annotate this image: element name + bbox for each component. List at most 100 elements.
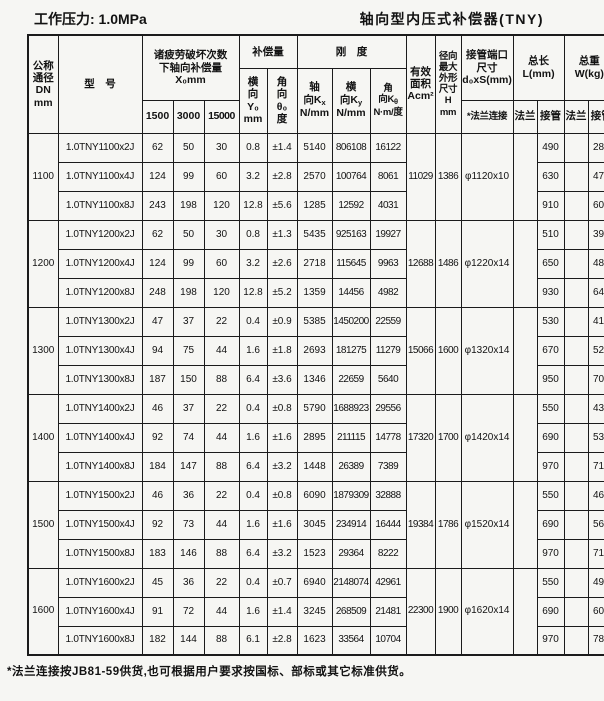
cell-kx: 2718 (296, 248, 333, 279)
cell-x1500: 62 (141, 219, 174, 250)
page-title: 轴向型内压式补偿器(TNY) (359, 11, 544, 27)
cell-ky: 14456 (331, 277, 371, 308)
cell-theta: ±2.8 (266, 625, 298, 656)
cell-x15000: 120 (203, 190, 240, 221)
cell-ktheta: 10704 (369, 625, 407, 656)
length-pipe-cell: 690 (536, 509, 565, 540)
table-row: 1.0TNY1200x4J 124 99 60 3.2 ±2.6 2718 11… (28, 248, 604, 279)
cell-x1500: 47 (141, 306, 174, 337)
table-row: 1.0TNY1200x8J 248 198 120 12.8 ±5.2 1359… (28, 277, 604, 308)
col-header-ktheta: 角 向Kθ N·m/度 (369, 67, 407, 134)
cell-x15000: 60 (203, 248, 240, 279)
cell-ktheta: 16122 (369, 132, 407, 163)
weight-flange-cell (563, 248, 589, 279)
col-header-port-size: 接管端口 尺寸 d₀xS(mm) (460, 34, 514, 101)
cell-x1500: 46 (141, 393, 174, 424)
cell-y0: 6.1 (238, 625, 268, 656)
weight-pipe-cell: 418 (587, 306, 604, 337)
h-cell: 1786 (434, 480, 462, 569)
length-pipe-cell: 510 (536, 219, 565, 250)
cell-kx: 2570 (296, 161, 333, 192)
cell-theta: ±1.3 (266, 219, 298, 250)
cell-x3000: 75 (172, 335, 205, 366)
cell-x1500: 92 (141, 422, 174, 453)
cell-x15000: 22 (203, 480, 240, 511)
col-header-length-pipe: 接管 (536, 99, 565, 134)
length-pipe-cell: 970 (536, 625, 565, 656)
weight-flange-cell (563, 393, 589, 424)
cell-y0: 0.4 (238, 567, 268, 598)
port-cell: φ1120x10 (460, 132, 514, 221)
cell-x3000: 99 (172, 161, 205, 192)
model-cell: 1.0TNY1400x4J (57, 422, 143, 453)
cell-x1500: 62 (141, 132, 174, 163)
cell-kx: 1523 (296, 538, 333, 569)
length-flange-cell (512, 132, 538, 221)
model-cell: 1.0TNY1100x2J (57, 132, 143, 163)
cell-ktheta: 5640 (369, 364, 407, 395)
cell-x1500: 45 (141, 567, 174, 598)
col-header-ky: 横 向Ky N/mm (331, 67, 371, 134)
col-header-weight-flange: 法兰 (563, 99, 589, 134)
cell-x1500: 124 (141, 248, 174, 279)
cell-x1500: 91 (141, 596, 174, 627)
weight-pipe-cell: 712 (587, 451, 604, 482)
cell-y0: 12.8 (238, 190, 268, 221)
col-header-kx: 轴 向Kx N/mm (296, 67, 333, 134)
port-cell: φ1620x14 (460, 567, 514, 656)
cell-ktheta: 8222 (369, 538, 407, 569)
weight-pipe-cell: 530 (587, 422, 604, 453)
table-row: 1400 1.0TNY1400x2J 46 37 22 0.4 ±0.8 579… (27, 393, 604, 482)
cell-ktheta: 42961 (369, 567, 407, 598)
weight-pipe-cell: 480 (587, 248, 604, 279)
cell-kx: 3245 (296, 596, 333, 627)
cell-x3000: 144 (172, 625, 205, 656)
header-row: 公称 通径 DN mm 型 号 诸疲劳破坏次数 下轴向补偿量 X₀mm 补偿量 … (27, 34, 604, 134)
cell-theta: ±0.9 (266, 306, 298, 337)
cell-ky: 33564 (331, 625, 371, 656)
cell-kx: 5790 (296, 393, 333, 424)
cell-theta: ±2.8 (266, 161, 298, 192)
area-cell: 12688 (405, 219, 436, 308)
cell-x15000: 30 (203, 219, 240, 250)
model-cell: 1.0TNY1600x2J (57, 567, 143, 598)
cell-ktheta: 32888 (369, 480, 407, 511)
col-header-length-flange: 法兰 (512, 99, 538, 134)
length-pipe-cell: 970 (536, 451, 565, 482)
cell-x15000: 88 (203, 538, 240, 569)
col-header-3000: 3000 (172, 99, 205, 134)
length-flange-cell (512, 480, 538, 569)
port-cell: φ1220x14 (460, 219, 514, 308)
cell-ky: 100764 (331, 161, 371, 192)
model-cell: 1.0TNY1500x4J (57, 509, 143, 540)
cell-ktheta: 14778 (369, 422, 407, 453)
cell-ky: 26389 (331, 451, 371, 482)
cell-ky: 181275 (331, 335, 371, 366)
length-pipe-cell: 670 (536, 335, 565, 366)
cell-theta: ±3.2 (266, 451, 298, 482)
cell-kx: 6090 (296, 480, 333, 511)
table-row: 1100 1.0TNY1100x2J 62 50 30 0.8 ±1.4 514… (27, 132, 604, 221)
weight-flange-cell (563, 335, 589, 366)
cell-x1500: 182 (141, 625, 174, 656)
cell-theta: ±5.2 (266, 277, 298, 308)
length-pipe-cell: 690 (536, 422, 565, 453)
col-header-model: 型 号 (57, 34, 143, 134)
cell-x15000: 60 (203, 161, 240, 192)
cell-kx: 2693 (296, 335, 333, 366)
cell-ky: 1688923 (331, 393, 371, 424)
cell-ktheta: 9963 (369, 248, 407, 279)
cell-x15000: 22 (203, 306, 240, 337)
title-bar: 工作压力: 1.0MPa 轴向型内压式补偿器(TNY) (0, 0, 604, 34)
cell-ky: 806108 (331, 132, 371, 163)
cell-x15000: 88 (203, 625, 240, 656)
area-cell: 22300 (405, 567, 436, 656)
cell-y0: 1.6 (238, 509, 268, 540)
table-row: 1300 1.0TNY1300x2J 47 37 22 0.4 ±0.9 538… (27, 306, 604, 395)
col-header-15000: 15000 (203, 99, 240, 134)
cell-x3000: 74 (172, 422, 205, 453)
cell-kx: 5140 (296, 132, 333, 163)
cell-ktheta: 4982 (369, 277, 407, 308)
cell-x15000: 30 (203, 132, 240, 163)
cell-x3000: 72 (172, 596, 205, 627)
